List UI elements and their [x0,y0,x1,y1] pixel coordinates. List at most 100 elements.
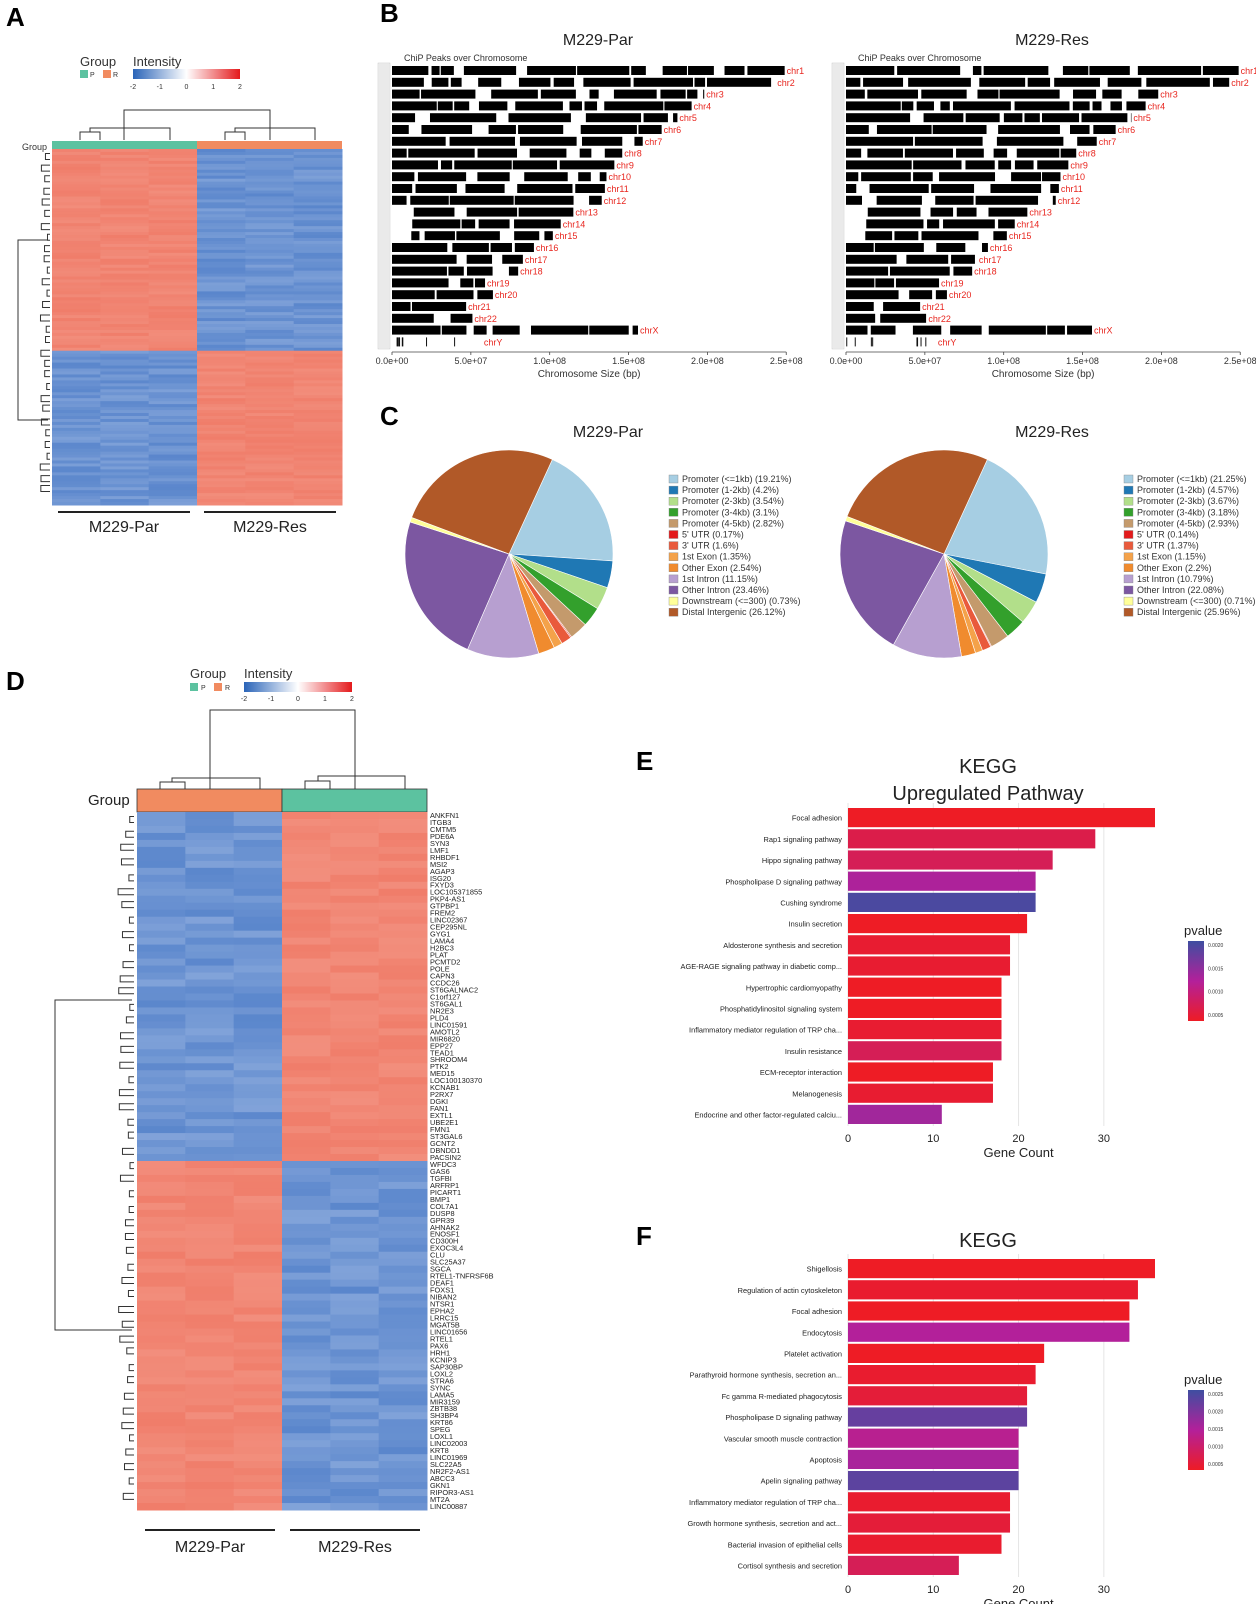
chip-x-ticklabel: 5.0e+07 [908,356,941,366]
heatmap-cell [282,1126,331,1134]
row-dendro-branch [125,1448,134,1456]
heatmap-cell [378,1244,428,1253]
heatmap-cell [197,246,246,251]
chip-peak-block [998,160,1012,170]
heatmap-cell [100,193,150,197]
heatmap-cell [197,380,246,384]
chip-peak-block [846,77,861,87]
heatmap-cell [282,1426,331,1434]
heatmap-cell [282,1349,331,1357]
heatmap-cell [100,211,150,215]
chip-peak-block [921,231,979,241]
heatmap-cell [137,1021,186,1029]
heatmap-cell [293,451,343,456]
heatmap-cell [293,341,343,346]
heatmap-cell [233,1119,283,1127]
heatmap-cell [52,255,101,260]
heatmap-cell [197,329,246,334]
chip-peak-block [450,77,462,87]
heatmap-cell [233,1349,283,1357]
chip-chr-label: chr17 [979,255,1002,265]
pvalue-colorbar [1188,1390,1204,1470]
chip-peak-block [875,278,895,288]
chip-peak-block [429,113,497,123]
kegg-x-ticklabel: 20 [1012,1133,1024,1145]
chip-peak-block [999,89,1060,99]
heatmap-cell [52,243,101,248]
pie-legend-swatch [668,585,679,595]
gene-label: BMP1 [430,1195,450,1204]
heatmap-cell [148,232,198,236]
heatmap-cell [100,300,150,304]
heatmap-cell [185,1084,235,1092]
heatmap-cell [197,151,246,156]
heatmap-cell [293,481,343,485]
heatmap-cell [100,184,150,189]
heatmap-cell [52,416,101,420]
heatmap-cell [233,1126,283,1134]
intensity-tick: 0 [185,84,189,91]
kegg-bar [848,1301,1130,1321]
heatmap-cell [330,1370,380,1378]
chip-chr-label: chr7 [645,137,663,147]
heatmap-cell [100,416,150,420]
heatmap-cell [137,1265,186,1274]
heatmap-cell [197,303,246,307]
heatmap-cell [330,1286,380,1295]
chip-peak-block [867,148,903,158]
heatmap-cell [233,930,283,939]
heatmap-cell [148,427,198,432]
heatmap-cell [378,1161,428,1169]
gene-label: CAPN3 [430,971,455,980]
row-dendro-branch [120,1032,134,1040]
heatmap-cell [245,362,295,367]
heatmap-cell [52,190,101,194]
heatmap-cell [233,1230,283,1239]
heatmap-cell [52,261,101,266]
pie-legend-swatch [1123,508,1134,517]
heatmap-cell [378,1335,428,1343]
row-dendro-branch [127,1118,134,1126]
heatmap-cell [197,258,246,263]
heatmap-cell [293,190,343,194]
chip-peak-block [643,113,668,123]
kegg-category-label: Focal adhesion [792,1307,842,1316]
heatmap-cell [282,874,331,883]
chip-peak-block [921,89,967,99]
chip-x-label: Chromosome Size (bp) [992,369,1095,380]
kegg-bar [848,1365,1036,1385]
row-dendro-branch [121,1276,134,1284]
heatmap-cell [197,288,246,292]
heatmap-cell [293,499,343,503]
heatmap-cell [197,490,246,494]
heatmap-cell [245,404,295,408]
heatmap-cell [52,484,101,488]
gene-label: PTK2 [430,1062,448,1071]
heatmap-cell [245,416,295,420]
heatmap-cell [52,445,101,450]
heatmap-cell [330,1440,380,1448]
heatmap-cell [233,1482,283,1490]
row-dendro-branch [121,1422,134,1430]
heatmap-cell [137,1084,186,1092]
heatmap-cell [293,401,343,405]
heatmap-cell [330,1042,380,1050]
chip-chr-label: chr3 [1160,90,1178,100]
heatmap-cell [52,442,101,447]
chip-chr-label: chr22 [474,314,497,324]
chip-peak-block [478,101,508,111]
heatmap-cell [245,166,295,171]
heatmap-cell [293,380,343,384]
heatmap-cell [233,1014,283,1022]
chip-peak [916,337,918,347]
gene-label: MGAT5B [430,1320,460,1329]
heatmap-cell [137,1342,186,1350]
heatmap-cell [245,300,295,304]
heatmap-cell [245,410,295,414]
heatmap-cell [293,232,343,236]
chip-guide-band [377,62,391,350]
chip-peak [920,337,922,347]
pie-legend-swatch [1123,574,1134,584]
